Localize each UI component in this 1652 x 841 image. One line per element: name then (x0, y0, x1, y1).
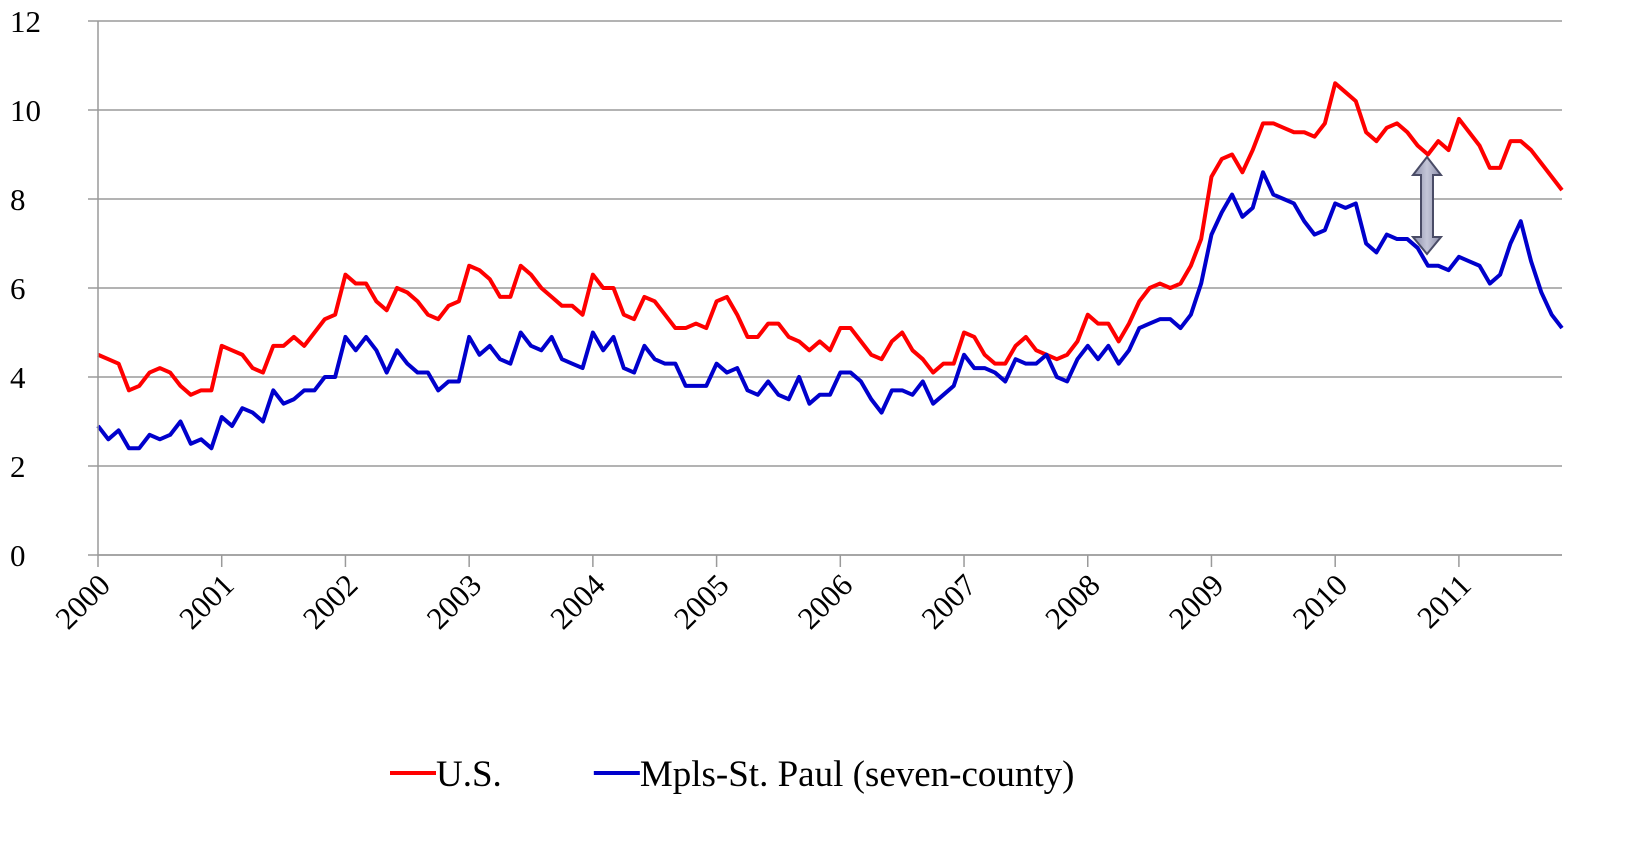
x-tick-label: 2004 (543, 567, 612, 636)
x-tick-label: 2001 (172, 567, 241, 636)
y-tick-label: 2 (10, 449, 26, 484)
x-tick-label: 2002 (296, 567, 365, 636)
x-tick-label: 2007 (914, 567, 983, 636)
series-line (97, 81, 1564, 397)
grid (98, 20, 1562, 556)
x-tick-label: 2006 (791, 567, 860, 636)
x-tick-label: 2008 (1038, 567, 1107, 636)
y-tick-label: 4 (10, 360, 26, 395)
x-tick-label: 2003 (420, 567, 489, 636)
gap-arrow (1410, 155, 1444, 256)
y-tick-label: 0 (10, 538, 26, 573)
y-tick-label: 6 (10, 271, 26, 306)
x-tick-label: 2000 (48, 567, 117, 636)
y-tick-label: 10 (10, 93, 41, 128)
legend: U.S. Mpls-St. Paul (seven-county) (390, 754, 1075, 795)
x-tick-label: 2010 (1286, 567, 1355, 636)
y-tick-label: 12 (10, 4, 41, 39)
legend-label: Mpls-St. Paul (seven-county) (640, 754, 1075, 795)
legend-label: U.S. (436, 754, 502, 795)
lines (96, 81, 1564, 451)
y-tick-label: 8 (10, 182, 26, 217)
x-tick-label: 2011 (1410, 567, 1478, 635)
x-tick-label: 2005 (667, 567, 736, 636)
series-line (96, 170, 1564, 451)
x-tick-label: 2009 (1162, 567, 1231, 636)
